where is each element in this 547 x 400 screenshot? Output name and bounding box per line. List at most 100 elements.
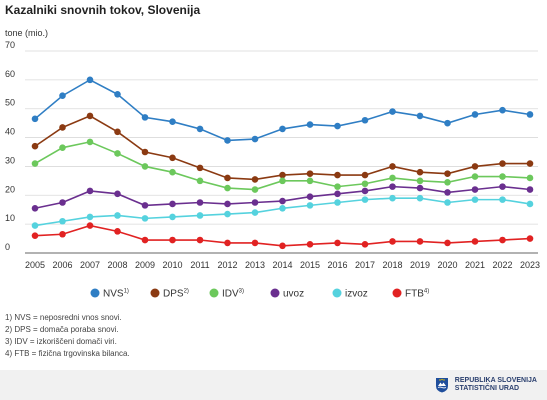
- x-tick-label: 2015: [300, 260, 320, 270]
- x-tick-label: 2009: [135, 260, 155, 270]
- x-tick-label: 2010: [162, 260, 182, 270]
- footnote-3: 3) IDV = izkoriščeni domači viri.: [5, 337, 117, 346]
- x-tick-label: 2013: [245, 260, 265, 270]
- footer-bar: [0, 370, 547, 400]
- data-point-idv: [59, 144, 66, 151]
- data-point-idv: [444, 179, 451, 186]
- data-point-ftb: [224, 239, 231, 247]
- data-point-dps: [31, 142, 39, 150]
- data-point-nvs: [306, 121, 314, 128]
- legend-label-ftb: FTB4): [405, 289, 429, 300]
- data-point-uvoz: [86, 187, 94, 195]
- legend-marker-izvoz: [332, 288, 342, 298]
- data-point-dps: [224, 174, 231, 182]
- data-point-idv: [251, 186, 259, 193]
- data-point-izvoz: [334, 199, 341, 206]
- data-point-uvoz: [334, 190, 341, 198]
- data-point-uvoz: [196, 199, 204, 206]
- x-tick-label: 2007: [80, 260, 100, 270]
- data-point-ftb: [59, 230, 66, 238]
- data-point-uvoz: [114, 190, 121, 198]
- data-point-uvoz: [59, 199, 66, 206]
- data-point-izvoz: [361, 196, 369, 203]
- data-point-ftb: [526, 235, 534, 242]
- data-point-nvs: [31, 115, 39, 123]
- data-point-uvoz: [526, 186, 534, 193]
- data-point-izvoz: [416, 194, 424, 202]
- y-tick-label: 0: [5, 242, 10, 252]
- data-point-ftb: [114, 228, 121, 235]
- data-point-izvoz: [499, 196, 506, 203]
- x-tick-label: 2005: [25, 260, 45, 270]
- data-point-izvoz: [169, 213, 176, 221]
- y-axis-label: tone (mio.): [5, 28, 48, 38]
- data-point-izvoz: [389, 194, 396, 202]
- data-point-uvoz: [31, 204, 39, 212]
- y-tick-label: 20: [5, 184, 15, 194]
- y-tick-label: 60: [5, 69, 15, 79]
- data-point-ftb: [471, 238, 479, 245]
- x-tick-label: 2021: [465, 260, 485, 270]
- data-point-izvoz: [224, 210, 231, 218]
- data-point-ftb: [306, 241, 314, 248]
- data-point-dps: [279, 171, 286, 179]
- data-point-nvs: [196, 125, 204, 133]
- x-tick-label: 2018: [382, 260, 402, 270]
- data-point-uvoz: [224, 200, 231, 208]
- data-point-izvoz: [306, 202, 314, 209]
- data-point-ftb: [31, 232, 39, 239]
- legend-label-izvoz: izvoz: [345, 289, 368, 300]
- data-point-dps: [416, 168, 424, 176]
- chart-title: Kazalniki snovnih tokov, Slovenija: [5, 3, 201, 17]
- data-point-uvoz: [389, 183, 396, 190]
- data-point-idv: [86, 138, 94, 146]
- data-point-uvoz: [444, 189, 451, 196]
- data-point-ftb: [416, 238, 424, 245]
- data-point-idv: [31, 160, 39, 167]
- data-point-izvoz: [251, 209, 259, 216]
- y-tick-label: 30: [5, 155, 15, 165]
- data-point-dps: [251, 176, 259, 183]
- data-point-uvoz: [141, 202, 149, 209]
- data-point-idv: [169, 168, 176, 176]
- data-point-izvoz: [31, 222, 39, 229]
- data-point-dps: [444, 170, 451, 177]
- line-chart: tone (mio.) 0 10 20 30 40 50 60 70 2005 2006 2007 20…: [5, 28, 540, 300]
- legend-label-uvoz: uvoz: [283, 289, 304, 300]
- data-point-ftb: [444, 239, 451, 247]
- data-point-nvs: [114, 90, 121, 98]
- data-point-dps: [334, 171, 341, 179]
- legend-marker-ftb: [392, 288, 402, 298]
- data-point-nvs: [141, 114, 149, 121]
- data-point-idv: [279, 177, 286, 185]
- data-point-nvs: [224, 137, 231, 144]
- data-point-nvs: [471, 111, 479, 118]
- data-point-ftb: [499, 236, 506, 244]
- data-point-izvoz: [86, 213, 94, 221]
- data-point-dps: [361, 171, 369, 179]
- data-point-ftb: [251, 239, 259, 247]
- x-tick-label: 2019: [410, 260, 430, 270]
- data-point-izvoz: [526, 200, 534, 208]
- y-tick-label: 70: [5, 40, 15, 50]
- data-point-uvoz: [279, 197, 286, 205]
- data-point-dps: [499, 160, 506, 167]
- logo-line-2: STATISTIČNI URAD: [454, 385, 520, 392]
- coat-of-arms-icon: [435, 378, 448, 393]
- data-point-nvs: [251, 135, 259, 143]
- data-point-uvoz: [416, 184, 424, 192]
- data-point-nvs: [526, 111, 534, 118]
- data-point-uvoz: [471, 186, 479, 193]
- logo-line-1: REPUBLIKA SLOVENIJA: [454, 377, 537, 384]
- data-point-idv: [224, 184, 231, 192]
- data-point-ftb: [86, 222, 94, 229]
- data-point-ftb: [279, 242, 286, 250]
- data-point-idv: [416, 177, 424, 185]
- data-point-nvs: [59, 92, 66, 100]
- legend-label-nvs: NVS1): [103, 289, 129, 300]
- data-point-nvs: [444, 119, 451, 127]
- footnote-1: 1) NVS = neposredni vnos snovi.: [5, 313, 122, 322]
- data-point-izvoz: [279, 204, 286, 212]
- series-line-dps: [34, 115, 530, 181]
- data-point-idv: [141, 163, 149, 170]
